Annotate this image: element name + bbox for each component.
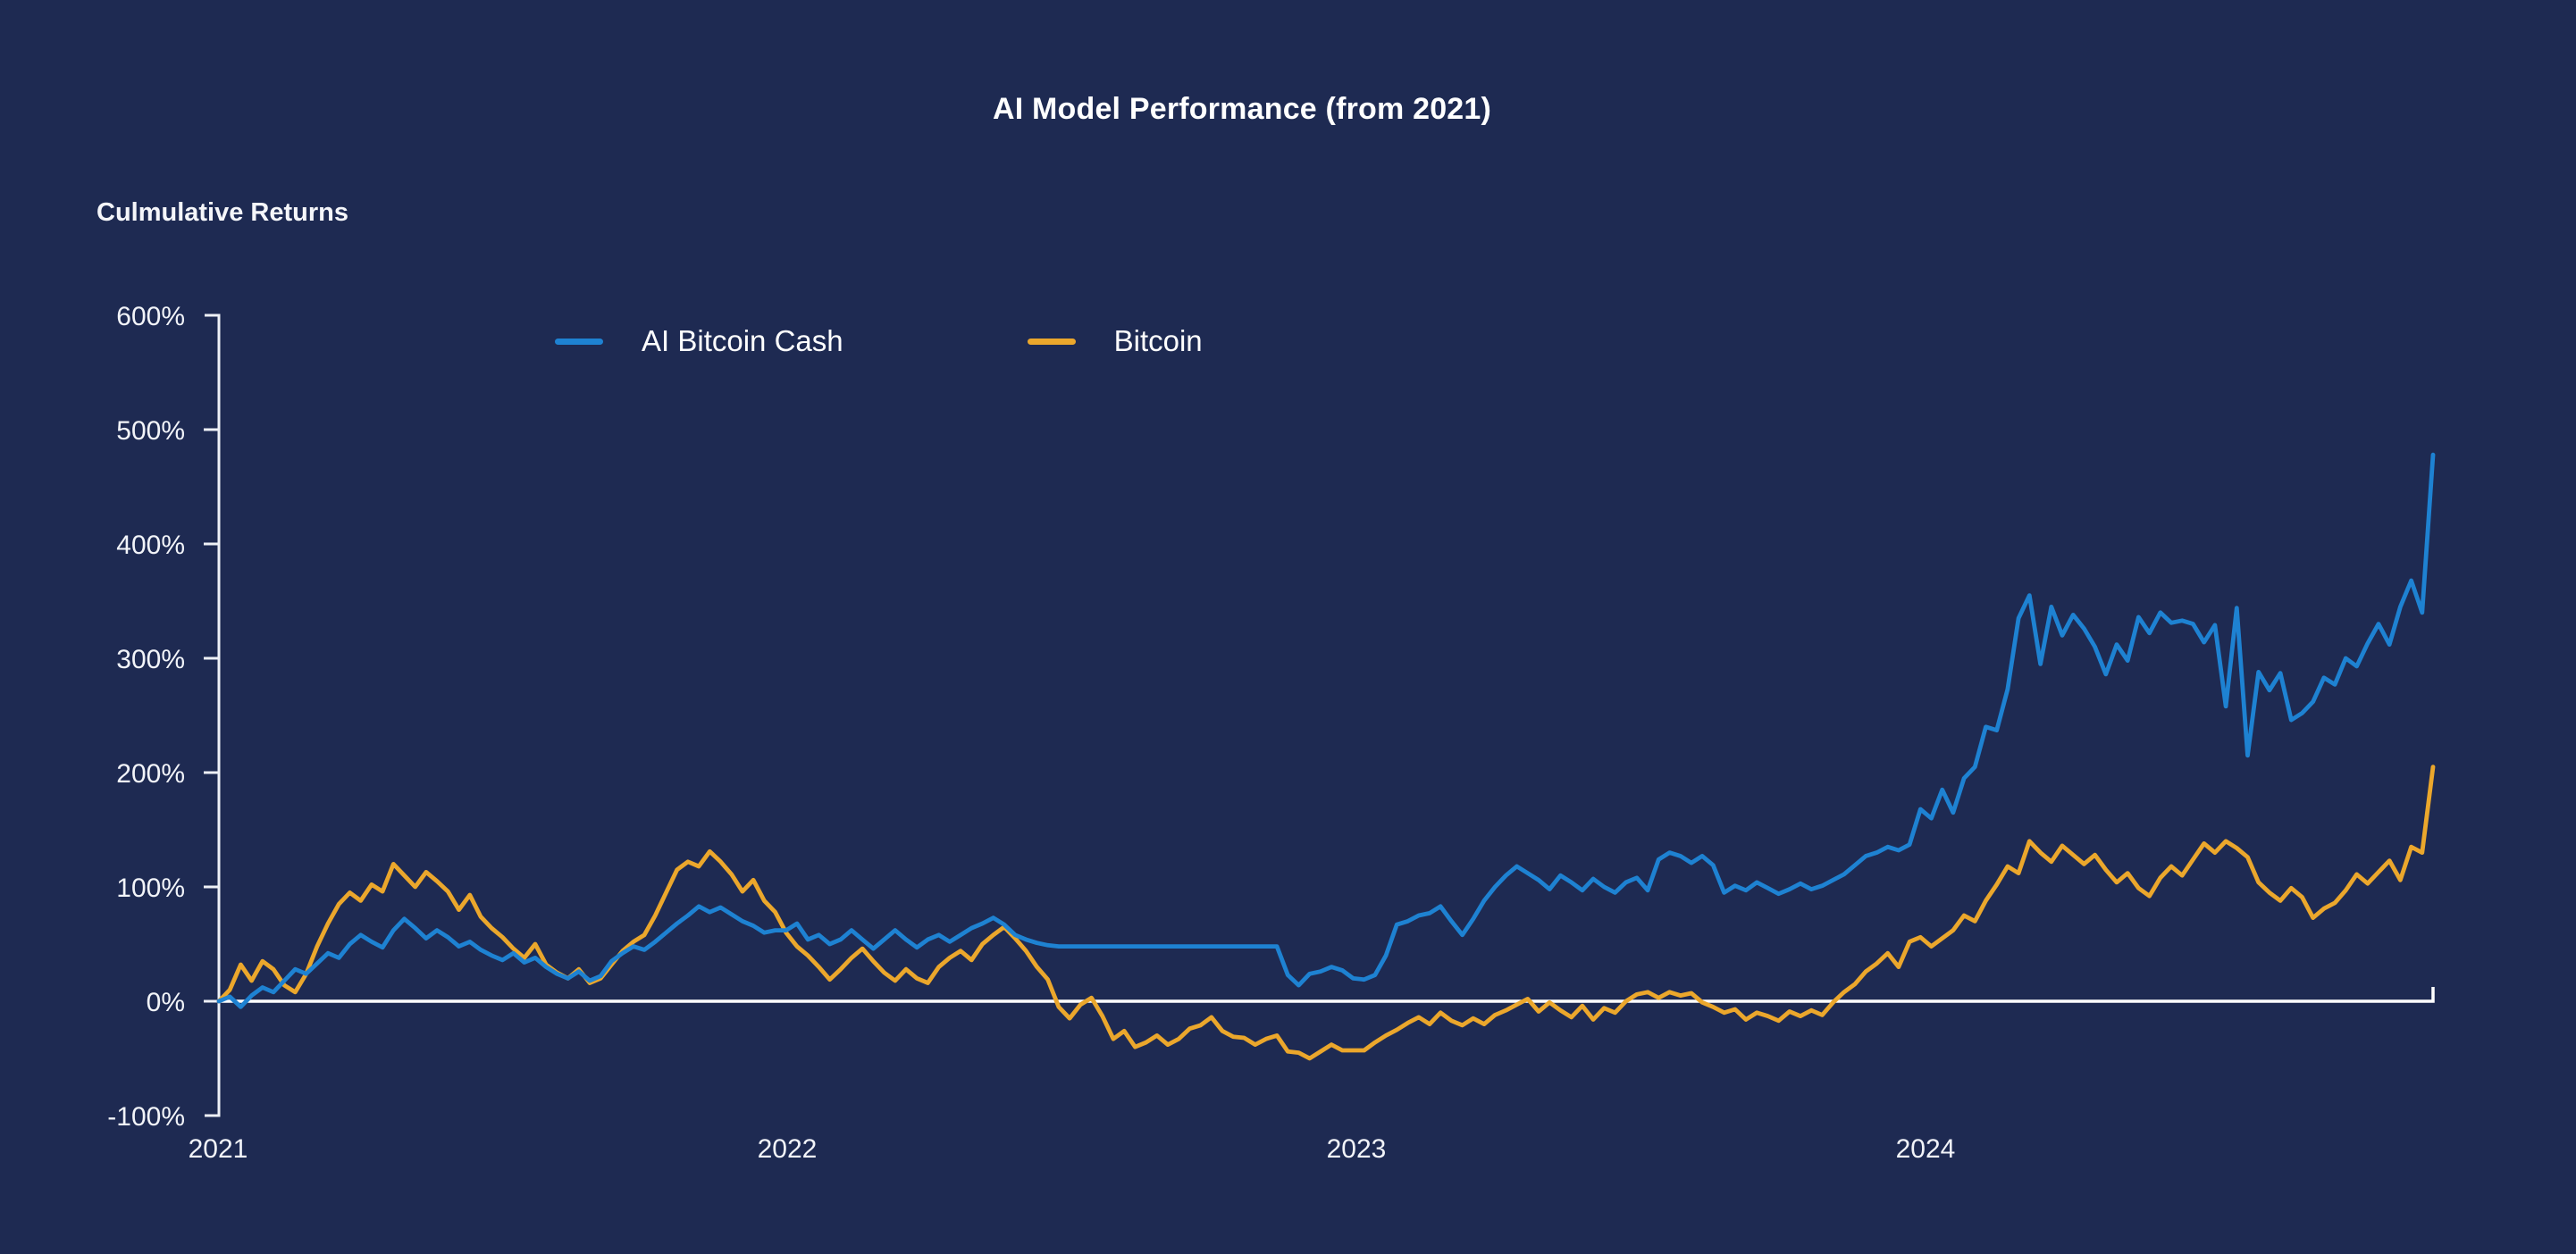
- y-axis-ticks: [204, 428, 220, 1003]
- y-axis-line: [205, 314, 221, 1117]
- legend-item-ai-bitcoin-cash[interactable]: AI Bitcoin Cash: [555, 324, 843, 358]
- y-tick-label: -100%: [107, 1102, 185, 1132]
- x-axis-labels: 2021 2022 2023 2024: [189, 1134, 1956, 1164]
- zero-baseline: [219, 987, 2435, 1003]
- legend-item-bitcoin[interactable]: Bitcoin: [1027, 324, 1203, 358]
- series-line-bitcoin[interactable]: [216, 765, 2436, 1061]
- legend-label: AI Bitcoin Cash: [642, 324, 843, 357]
- legend-label: Bitcoin: [1113, 324, 1203, 357]
- x-tick-label: 2022: [758, 1134, 818, 1164]
- y-tick-label: 600%: [116, 302, 185, 331]
- legend-swatch-blue-icon: [555, 338, 603, 345]
- chart-title: AI Model Performance (from 2021): [992, 92, 1492, 126]
- y-tick-label: 200%: [116, 759, 185, 789]
- y-tick-label: 100%: [116, 874, 185, 903]
- x-tick-label: 2024: [1896, 1134, 1956, 1164]
- x-tick-label: 2021: [189, 1134, 248, 1164]
- series-line-ai-bitcoin-cash[interactable]: [216, 452, 2436, 1009]
- y-tick-label: 300%: [116, 645, 185, 674]
- legend-swatch-orange-icon: [1027, 338, 1076, 345]
- y-tick-label: 500%: [116, 416, 185, 446]
- chart-legend: AI Bitcoin Cash Bitcoin: [555, 320, 1203, 363]
- y-axis-labels: 600% 500% 400% 300% 200% 100% 0% -100%: [107, 302, 185, 1132]
- y-tick-label: 400%: [116, 531, 185, 560]
- x-tick-label: 2023: [1327, 1134, 1387, 1164]
- y-tick-label: 0%: [147, 988, 185, 1017]
- y-axis-title: Culmulative Returns: [96, 198, 348, 227]
